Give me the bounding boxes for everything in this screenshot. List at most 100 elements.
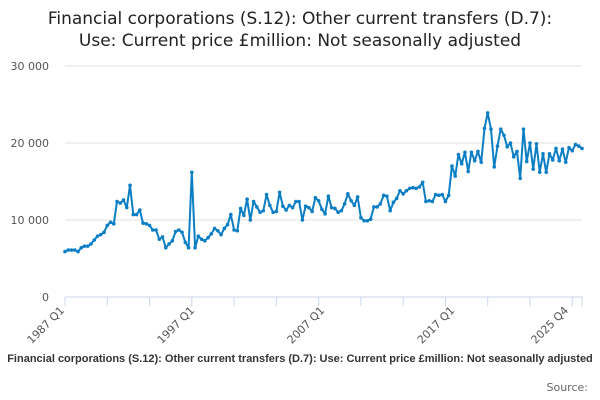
data-point <box>160 235 165 239</box>
data-point <box>550 158 555 162</box>
data-point <box>186 245 191 250</box>
data-point <box>147 223 152 228</box>
data-point <box>446 193 451 198</box>
data-point <box>310 209 314 214</box>
data-point <box>385 194 389 198</box>
data-point <box>368 217 373 222</box>
data-point <box>544 170 549 175</box>
data-point <box>404 188 409 193</box>
data-point <box>333 206 337 211</box>
data-point <box>420 180 425 185</box>
data-point <box>157 237 162 242</box>
data-point <box>502 133 506 138</box>
data-point <box>154 228 158 232</box>
data-point <box>381 193 386 198</box>
x-tick-label: 2025 Q4 <box>529 304 572 347</box>
data-point <box>268 203 272 208</box>
data-point <box>394 196 399 201</box>
data-point <box>137 208 142 212</box>
data-point <box>570 148 575 153</box>
data-point <box>274 209 279 214</box>
data-point <box>216 228 220 233</box>
data-point <box>95 234 100 238</box>
data-point <box>150 228 155 232</box>
data-point <box>547 151 552 156</box>
data-point <box>443 199 448 204</box>
data-point <box>476 149 480 154</box>
data-point <box>359 215 363 220</box>
data-point <box>284 208 288 212</box>
data-point <box>209 232 214 236</box>
data-point <box>85 244 90 248</box>
data-point <box>411 185 415 190</box>
data-point <box>492 165 497 169</box>
data-point <box>206 235 210 240</box>
data-point <box>281 204 285 208</box>
data-point <box>232 228 236 232</box>
data-point <box>485 111 490 115</box>
data-point <box>108 220 113 225</box>
data-point <box>63 249 67 254</box>
series-line <box>64 112 583 253</box>
data-point <box>316 198 321 203</box>
data-point <box>469 150 474 155</box>
data-point <box>567 145 571 150</box>
data-point <box>118 201 123 205</box>
x-tick-label: 2017 Q1 <box>415 304 458 347</box>
data-point <box>255 205 259 209</box>
data-point <box>427 198 431 203</box>
y-tick-label: 0 <box>42 291 49 304</box>
data-point <box>489 127 493 131</box>
data-point <box>537 170 542 175</box>
data-point <box>365 218 370 223</box>
data-point <box>320 207 324 212</box>
data-point <box>128 183 132 188</box>
x-tick-label: 1997 Q1 <box>155 304 198 347</box>
data-point <box>511 155 516 159</box>
data-point <box>173 229 178 234</box>
data-point <box>495 144 500 148</box>
data-point <box>339 208 344 213</box>
data-point <box>482 126 487 131</box>
data-point <box>355 195 360 199</box>
data-point <box>336 210 340 215</box>
source-label: Source: <box>546 381 589 394</box>
data-point <box>141 221 145 225</box>
data-point <box>430 199 435 204</box>
data-point <box>407 186 412 191</box>
y-tick-label: 30 000 <box>11 60 50 73</box>
data-point <box>196 234 201 238</box>
data-point <box>258 210 262 215</box>
data-point <box>79 245 84 250</box>
data-point <box>466 169 470 174</box>
data-point <box>238 206 243 211</box>
data-point <box>167 242 171 246</box>
data-point <box>222 226 227 231</box>
data-point <box>326 194 331 198</box>
data-point <box>89 242 93 246</box>
data-point <box>242 213 246 218</box>
data-point <box>388 208 392 213</box>
data-point <box>251 199 256 204</box>
data-point <box>111 222 116 226</box>
data-point <box>300 218 305 222</box>
data-point <box>372 205 376 209</box>
data-point <box>177 228 181 232</box>
data-point <box>453 174 457 178</box>
data-point <box>287 203 292 208</box>
series-title-footer: Financial corporations (S.12): Other cur… <box>7 353 593 365</box>
data-point <box>98 232 103 237</box>
data-point <box>518 176 523 181</box>
data-point <box>450 164 454 168</box>
data-point <box>144 222 149 226</box>
data-point <box>459 161 464 166</box>
chart-title-line-1: Financial corporations (S.12): Other cur… <box>47 9 553 29</box>
data-point <box>313 195 318 200</box>
data-point <box>560 147 565 151</box>
data-point <box>456 152 461 157</box>
data-point <box>225 222 230 227</box>
data-point <box>277 190 282 195</box>
data-point <box>580 146 584 151</box>
data-point <box>417 185 422 189</box>
